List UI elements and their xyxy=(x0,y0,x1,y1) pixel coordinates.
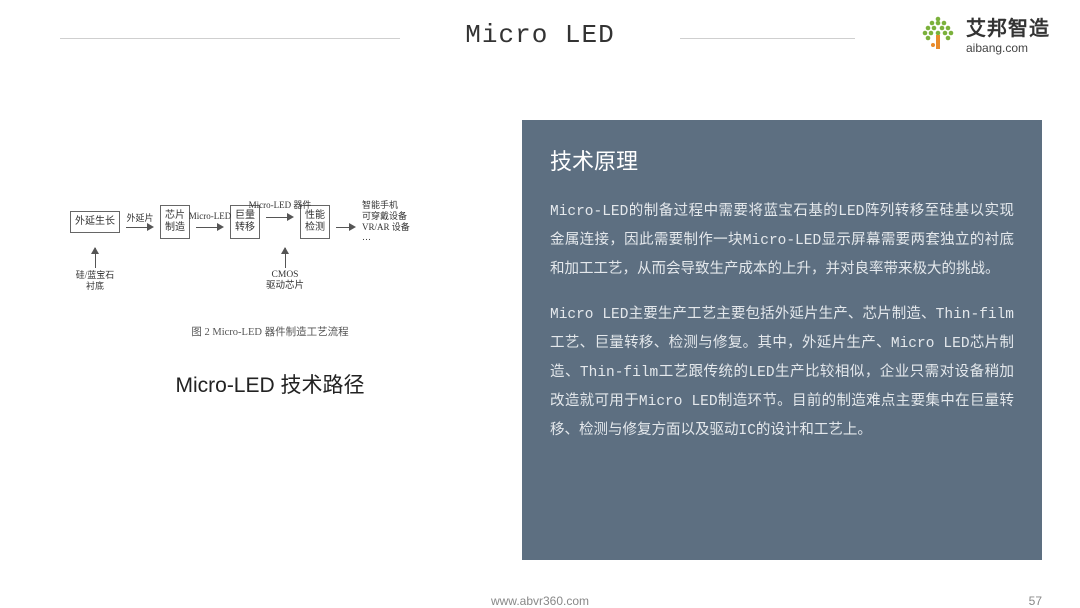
flow-arrow-4 xyxy=(336,215,356,229)
arrow-label-1: 外延片 xyxy=(126,211,153,224)
flow-input-branch: 硅/蓝宝石 衬底 xyxy=(70,248,120,292)
header-rule-right xyxy=(680,38,855,39)
panel-paragraph-2: Micro LED主要生产工艺主要包括外延片生产、芯片制造、Thin-film工… xyxy=(550,301,1014,446)
left-column: 外延生长 外延片 芯片 制造 Micro-LED 巨量 转移 Micro-LED… xyxy=(70,200,470,399)
flow-output-label: 智能手机 可穿戴设备 VR/AR 设备 … xyxy=(362,200,410,243)
flow-arrow-3: Micro-LED 器件 xyxy=(266,215,294,229)
flow-box-1: 外延生长 xyxy=(70,211,120,233)
cmos-branch-label: CMOS 驱动芯片 xyxy=(255,270,315,293)
panel-paragraph-1: Micro-LED的制备过程中需要将蓝宝石基的LED阵列转移至硅基以实现金属连接… xyxy=(550,198,1014,285)
flow-cmos-branch: CMOS 驱动芯片 xyxy=(255,248,315,293)
tech-principle-panel: 技术原理 Micro-LED的制备过程中需要将蓝宝石基的LED阵列转移至硅基以实… xyxy=(522,120,1042,560)
flow-box-2: 芯片 制造 xyxy=(160,205,190,239)
logo-text-cn: 艾邦智造 xyxy=(966,12,1050,41)
logo-tree-icon xyxy=(918,15,958,53)
left-subtitle: Micro-LED 技术路径 xyxy=(70,369,470,399)
brand-logo: 艾邦智造 aibang.com xyxy=(918,12,1050,55)
input-branch-label: 硅/蓝宝石 衬底 xyxy=(70,270,120,292)
arrow-label-2: Micro-LED xyxy=(189,211,232,221)
flow-arrow-1: 外延片 xyxy=(126,215,154,229)
footer-url: www.abvr360.com xyxy=(491,594,589,608)
arrow-label-3: Micro-LED 器件 xyxy=(249,201,312,211)
flow-caption: 图 2 Micro-LED 器件制造工艺流程 xyxy=(70,324,470,339)
process-flow-diagram: 外延生长 外延片 芯片 制造 Micro-LED 巨量 转移 Micro-LED… xyxy=(70,200,470,320)
panel-heading: 技术原理 xyxy=(550,144,1014,176)
logo-text-en: aibang.com xyxy=(966,41,1050,55)
flow-arrow-2: Micro-LED xyxy=(196,215,224,229)
footer-page-number: 57 xyxy=(1029,594,1042,608)
